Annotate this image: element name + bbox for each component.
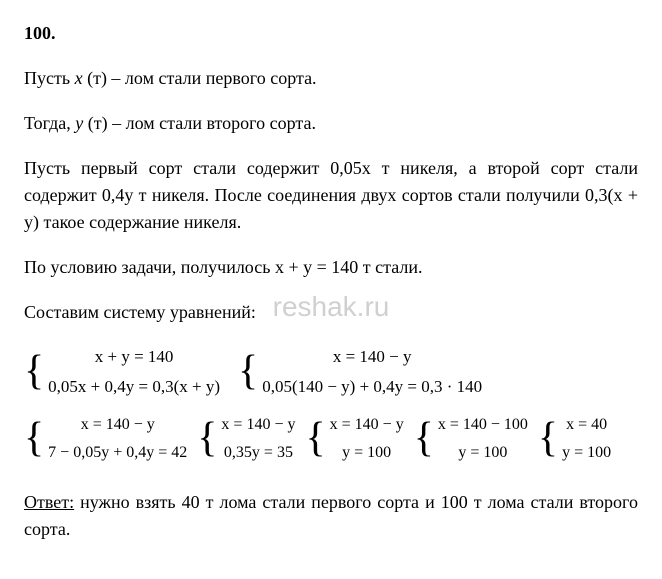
paragraph-5: Составим систему уравнений: xyxy=(24,299,638,326)
sys5-r1: x = 140 − y xyxy=(330,413,404,437)
sys5-r2: y = 100 xyxy=(330,441,404,465)
sys7-r1: x = 40 xyxy=(562,413,611,437)
p2-text-a: Тогда, xyxy=(24,113,75,133)
system-row-1: { x + y = 140 0,05x + 0,4y = 0,3(x + y) … xyxy=(24,344,638,399)
sys4-r1: x = 140 − y xyxy=(221,413,295,437)
p1-text-a: Пусть xyxy=(24,68,75,88)
brace-icon: { xyxy=(305,422,325,456)
brace-icon: { xyxy=(24,422,44,456)
brace-icon: { xyxy=(538,422,558,456)
system-row-2: { x = 140 − y 7 − 0,05y + 0,4y = 42 { x … xyxy=(24,413,638,465)
p1-text-b: (т) – лом стали первого сорта. xyxy=(83,68,317,88)
system-4: { x = 140 − y 0,35y = 35 xyxy=(197,413,295,465)
paragraph-1: Пусть x (т) – лом стали первого сорта. xyxy=(24,65,638,92)
sys6-r1: x = 140 − 100 xyxy=(438,413,528,437)
sys2-r1: x = 140 − y xyxy=(262,344,482,370)
p1-var: x xyxy=(75,68,83,88)
system-3: { x = 140 − y 7 − 0,05y + 0,4y = 42 xyxy=(24,413,187,465)
brace-icon: { xyxy=(238,355,258,389)
system-2: { x = 140 − y 0,05(140 − y) + 0,4y = 0,3… xyxy=(238,344,482,399)
paragraph-4: По условию задачи, получилось x + y = 14… xyxy=(24,254,638,281)
sys4-r2: 0,35y = 35 xyxy=(221,441,295,465)
sys7-r2: y = 100 xyxy=(562,441,611,465)
system-5: { x = 140 − y y = 100 xyxy=(305,413,403,465)
sys6-r2: y = 100 xyxy=(438,441,528,465)
paragraph-3: Пусть первый сорт стали содержит 0,05x т… xyxy=(24,155,638,236)
p2-text-b: (т) – лом стали второго сорта. xyxy=(83,113,316,133)
answer-text: нужно взять 40 т лома стали первого сорт… xyxy=(24,492,638,539)
solution-content: 100. Пусть x (т) – лом стали первого сор… xyxy=(24,20,638,543)
problem-number: 100. xyxy=(24,20,638,47)
system-1: { x + y = 140 0,05x + 0,4y = 0,3(x + y) xyxy=(24,344,220,399)
sys1-r2: 0,05x + 0,4y = 0,3(x + y) xyxy=(48,374,220,400)
brace-icon: { xyxy=(414,422,434,456)
answer: Ответ: нужно взять 40 т лома стали перво… xyxy=(24,489,638,543)
brace-icon: { xyxy=(24,355,44,389)
paragraph-2: Тогда, y (т) – лом стали второго сорта. xyxy=(24,110,638,137)
sys1-r1: x + y = 140 xyxy=(48,344,220,370)
system-7: { x = 40 y = 100 xyxy=(538,413,611,465)
sys3-r2: 7 − 0,05y + 0,4y = 42 xyxy=(48,441,187,465)
sys2-r2: 0,05(140 − y) + 0,4y = 0,3 · 140 xyxy=(262,374,482,400)
answer-label: Ответ: xyxy=(24,492,74,512)
system-6: { x = 140 − 100 y = 100 xyxy=(414,413,528,465)
brace-icon: { xyxy=(197,422,217,456)
sys3-r1: x = 140 − y xyxy=(48,413,187,437)
